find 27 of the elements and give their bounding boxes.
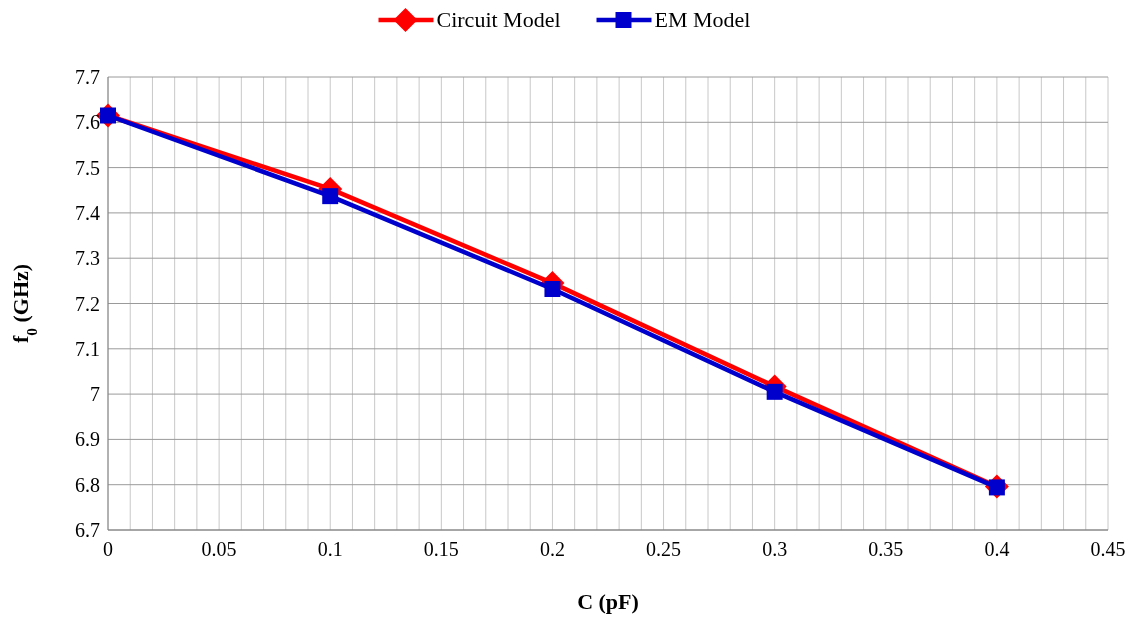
y-tick-label: 7.7	[75, 66, 100, 88]
x-tick-label: 0.45	[1090, 538, 1126, 560]
y-tick-label: 7	[90, 383, 100, 406]
x-tick-label: 0.1	[317, 538, 343, 560]
x-tick-label: 0.2	[539, 538, 565, 560]
x-tick-label: 0.35	[868, 538, 904, 560]
y-tick-label: 6.9	[75, 428, 100, 451]
x-tick-label: 0.25	[646, 538, 682, 560]
point	[322, 188, 339, 205]
x-axis-title: C (pF)	[577, 589, 639, 614]
x-tick-label: 0.15	[423, 538, 459, 560]
x-tick-label: 0.05	[201, 538, 237, 560]
x-tick-label: 0	[103, 538, 113, 560]
y-tick-label: 7.6	[75, 111, 100, 134]
x-tick-label: 0.4	[984, 538, 1010, 560]
y-tick-label: 7.2	[75, 292, 100, 315]
point	[766, 383, 783, 400]
legend-label: EM Model	[654, 7, 751, 32]
y-tick-label: 7.1	[75, 337, 100, 360]
y-tick-label: 6.8	[75, 473, 100, 496]
y-tick-label: 7.4	[75, 201, 100, 224]
x-tick-label: 0.3	[762, 538, 788, 560]
y-tick-label: 6.7	[75, 519, 100, 541]
legend-label: Circuit Model	[436, 7, 561, 32]
y-tick-label: 7.5	[75, 156, 100, 179]
y-tick-label: 7.3	[75, 247, 100, 270]
point	[544, 281, 561, 297]
